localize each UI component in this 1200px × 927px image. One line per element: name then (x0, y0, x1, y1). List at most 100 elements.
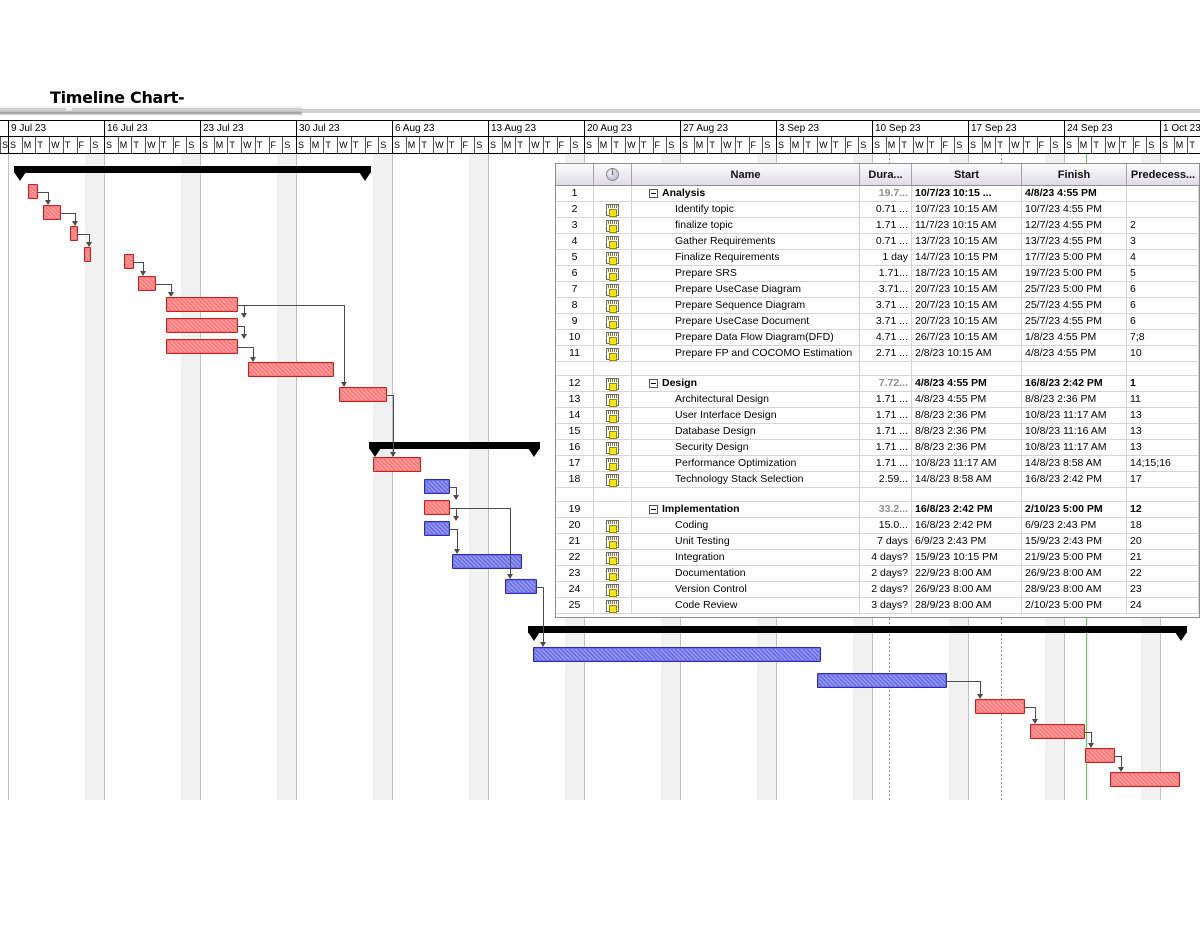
task-duration-cell[interactable]: 0.71 ... (860, 234, 912, 249)
task-duration-cell[interactable]: 1.71 ... (860, 456, 912, 471)
task-name-cell[interactable]: Design (632, 376, 860, 391)
task-duration-cell[interactable]: 1 day (860, 250, 912, 265)
task-start-cell[interactable]: 20/7/23 10:15 AM (912, 298, 1022, 313)
table-row[interactable]: 12 Design 7.72... 4/8/23 4:55 PM 16/8/23 2:4… (556, 376, 1199, 392)
task-predecessors-cell[interactable]: 11 (1127, 392, 1199, 407)
gantt-task-bar[interactable] (339, 387, 387, 402)
col-header-predecessors[interactable]: Predecess... (1130, 168, 1196, 181)
row-indicator-cell[interactable] (594, 582, 632, 597)
task-start-cell[interactable]: 14/7/23 10:15 PM (912, 250, 1022, 265)
gantt-task-bar[interactable] (166, 339, 238, 354)
task-name-cell[interactable]: Unit Testing (632, 534, 860, 549)
gantt-task-bar[interactable] (1085, 748, 1115, 763)
gantt-task-bar[interactable] (975, 699, 1025, 714)
table-row[interactable]: 9 Prepare UseCase Document 3.71 ... 20/7/23… (556, 314, 1199, 330)
task-finish-cell[interactable]: 10/7/23 4:55 PM (1022, 202, 1127, 217)
row-indicator-cell[interactable] (594, 266, 632, 281)
gantt-task-bar[interactable] (817, 673, 947, 688)
gantt-task-bar[interactable] (28, 184, 38, 199)
task-predecessors-cell[interactable] (1127, 202, 1199, 217)
gantt-task-bar[interactable] (166, 318, 238, 333)
task-finish-cell[interactable]: 12/7/23 4:55 PM (1022, 218, 1127, 233)
task-finish-cell[interactable]: 25/7/23 4:55 PM (1022, 314, 1127, 329)
gantt-task-bar[interactable] (70, 226, 78, 241)
collapse-expand-icon[interactable] (649, 379, 658, 388)
gantt-task-bar[interactable] (373, 457, 421, 472)
table-row[interactable]: 1 Analysis 19.7... 10/7/23 10:15 ... 4/8/23 … (556, 186, 1199, 202)
task-name-cell[interactable]: Database Design (632, 424, 860, 439)
task-start-cell[interactable]: 20/7/23 10:15 AM (912, 282, 1022, 297)
task-predecessors-cell[interactable] (1127, 186, 1199, 201)
task-name-cell[interactable]: Gather Requirements (632, 234, 860, 249)
task-duration-cell[interactable]: 19.7... (860, 186, 912, 201)
task-duration-cell[interactable]: 1.71 ... (860, 218, 912, 233)
task-predecessors-cell[interactable]: 6 (1127, 314, 1199, 329)
task-name-cell[interactable]: Version Control (632, 582, 860, 597)
task-start-cell[interactable]: 28/9/23 8:00 AM (912, 598, 1022, 613)
task-duration-cell[interactable]: 15.0... (860, 518, 912, 533)
row-indicator-cell[interactable] (594, 346, 632, 361)
summary-bar[interactable] (14, 166, 371, 173)
row-indicator-cell[interactable] (594, 314, 632, 329)
task-predecessors-cell[interactable]: 3 (1127, 234, 1199, 249)
task-finish-cell[interactable]: 25/7/23 4:55 PM (1022, 298, 1127, 313)
task-duration-cell[interactable]: 4.71 ... (860, 330, 912, 345)
row-indicator-cell[interactable] (594, 186, 632, 201)
row-indicator-cell[interactable] (594, 550, 632, 565)
gantt-task-bar[interactable] (533, 647, 821, 662)
row-indicator-cell[interactable] (594, 376, 632, 391)
task-finish-cell[interactable]: 4/8/23 4:55 PM (1022, 186, 1127, 201)
task-finish-cell[interactable]: 15/9/23 2:43 PM (1022, 534, 1127, 549)
task-predecessors-cell[interactable]: 12 (1127, 502, 1199, 517)
task-predecessors-cell[interactable]: 13 (1127, 408, 1199, 423)
task-start-cell[interactable]: 4/8/23 4:55 PM (912, 376, 1022, 391)
col-header-indicator[interactable] (594, 164, 632, 185)
table-row[interactable]: 16 Security Design 1.71 ... 8/8/23 2:36 PM 1… (556, 440, 1199, 456)
collapse-expand-icon[interactable] (649, 505, 658, 514)
gantt-task-bar[interactable] (138, 276, 156, 291)
task-name-cell[interactable]: Technology Stack Selection (632, 472, 860, 487)
row-indicator-cell[interactable] (594, 408, 632, 423)
task-duration-cell[interactable]: 1.71 ... (860, 408, 912, 423)
task-duration-cell[interactable]: 7 days (860, 534, 912, 549)
row-indicator-cell[interactable] (594, 250, 632, 265)
task-finish-cell[interactable]: 10/8/23 11:17 AM (1022, 408, 1127, 423)
task-predecessors-cell[interactable]: 20 (1127, 534, 1199, 549)
table-row[interactable]: 13 Architectural Design 1.71 ... 4/8/23 4:5… (556, 392, 1199, 408)
table-row[interactable]: 22 Integration 4 days? 15/9/23 10:15 PM 21/9… (556, 550, 1199, 566)
gantt-task-bar[interactable] (84, 247, 91, 262)
table-row[interactable]: 7 Prepare UseCase Diagram 3.71... 20/7/23 1… (556, 282, 1199, 298)
task-start-cell[interactable]: 11/7/23 10:15 AM (912, 218, 1022, 233)
task-duration-cell[interactable]: 1.71 ... (860, 440, 912, 455)
task-finish-cell[interactable]: 1/8/23 4:55 PM (1022, 330, 1127, 345)
col-header-name[interactable]: Name (632, 164, 860, 185)
task-finish-cell[interactable]: 6/9/23 2:43 PM (1022, 518, 1127, 533)
row-indicator-cell[interactable] (594, 424, 632, 439)
table-row[interactable]: 10 Prepare Data Flow Diagram(DFD) 4.71 ...… (556, 330, 1199, 346)
row-indicator-cell[interactable] (594, 218, 632, 233)
task-predecessors-cell[interactable]: 17 (1127, 472, 1199, 487)
col-header-id[interactable] (556, 164, 594, 185)
task-name-cell[interactable]: Architectural Design (632, 392, 860, 407)
table-row[interactable]: 15 Database Design 1.71 ... 8/8/23 2:36 PM 1… (556, 424, 1199, 440)
col-header-start[interactable]: Start (912, 164, 1022, 185)
col-header-duration[interactable]: Dura... (860, 164, 912, 185)
collapse-expand-icon[interactable] (649, 189, 658, 198)
table-row[interactable]: 5 Finalize Requirements 1 day 14/7/23 10:15… (556, 250, 1199, 266)
gantt-task-bar[interactable] (424, 521, 450, 536)
table-row[interactable]: 14 User Interface Design 1.71 ... 8/8/23 2:… (556, 408, 1199, 424)
row-indicator-cell[interactable] (594, 330, 632, 345)
gantt-task-bar[interactable] (43, 205, 61, 220)
summary-bar[interactable] (369, 442, 540, 449)
task-name-cell[interactable]: Coding (632, 518, 860, 533)
task-name-cell[interactable]: Finalize Requirements (632, 250, 860, 265)
task-duration-cell[interactable]: 2 days? (860, 566, 912, 581)
task-finish-cell[interactable]: 2/10/23 5:00 PM (1022, 598, 1127, 613)
task-duration-cell[interactable]: 7.72... (860, 376, 912, 391)
task-finish-cell[interactable]: 25/7/23 5:00 PM (1022, 282, 1127, 297)
table-row[interactable]: 24 Version Control 2 days? 26/9/23 8:00 AM 2… (556, 582, 1199, 598)
task-start-cell[interactable]: 16/8/23 2:42 PM (912, 518, 1022, 533)
summary-bar[interactable] (528, 626, 1187, 633)
task-name-cell[interactable]: Prepare UseCase Document (632, 314, 860, 329)
task-predecessors-cell[interactable]: 7;8 (1127, 330, 1199, 345)
